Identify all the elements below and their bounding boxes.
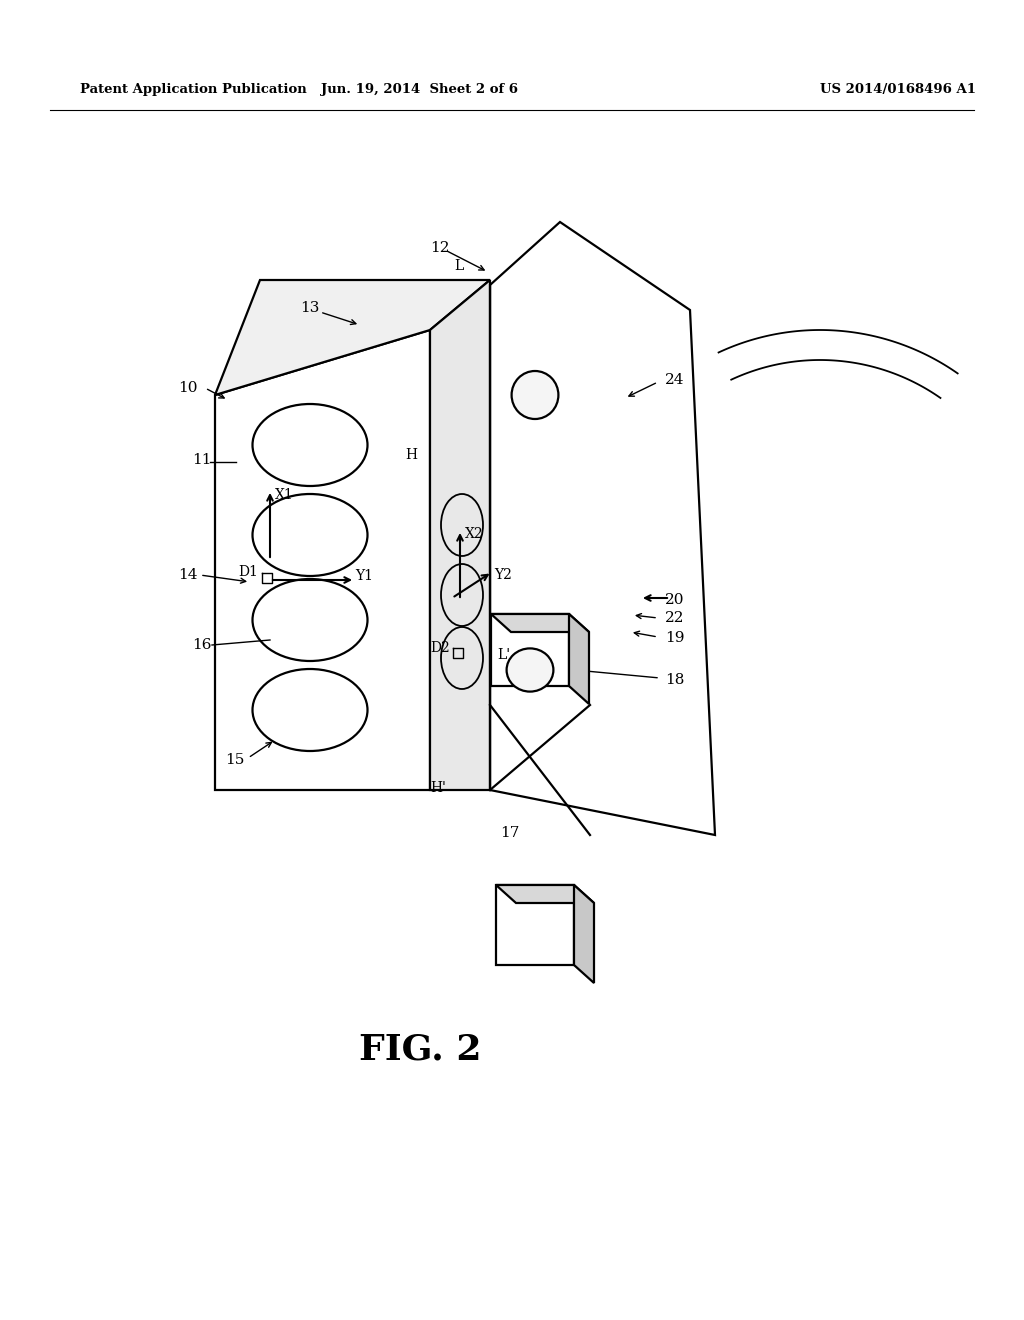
Polygon shape xyxy=(496,884,594,903)
Text: 17: 17 xyxy=(500,826,519,840)
Text: 10: 10 xyxy=(178,381,198,395)
Text: H': H' xyxy=(430,781,445,795)
Polygon shape xyxy=(215,280,490,395)
Text: H: H xyxy=(406,447,417,462)
Text: 12: 12 xyxy=(430,242,450,255)
Text: L: L xyxy=(454,259,463,273)
Text: 18: 18 xyxy=(665,673,684,686)
Polygon shape xyxy=(215,330,430,789)
Text: US 2014/0168496 A1: US 2014/0168496 A1 xyxy=(820,83,976,96)
Polygon shape xyxy=(496,884,574,965)
Text: Jun. 19, 2014  Sheet 2 of 6: Jun. 19, 2014 Sheet 2 of 6 xyxy=(322,83,518,96)
Polygon shape xyxy=(490,222,715,836)
Text: 13: 13 xyxy=(300,301,319,315)
Polygon shape xyxy=(569,614,589,704)
Text: 24: 24 xyxy=(665,374,684,387)
Polygon shape xyxy=(490,614,569,686)
Text: Y1: Y1 xyxy=(355,569,373,583)
Text: Y2: Y2 xyxy=(494,568,512,582)
Polygon shape xyxy=(490,614,589,632)
Text: D2: D2 xyxy=(430,642,450,655)
Polygon shape xyxy=(430,280,490,789)
Text: X2: X2 xyxy=(465,527,483,541)
Text: X1: X1 xyxy=(275,488,294,502)
Text: 16: 16 xyxy=(193,638,212,652)
Ellipse shape xyxy=(507,648,553,692)
Text: 14: 14 xyxy=(178,568,198,582)
Text: 22: 22 xyxy=(665,611,684,624)
Text: 11: 11 xyxy=(193,453,212,467)
Polygon shape xyxy=(574,884,594,983)
Text: L': L' xyxy=(497,648,510,663)
Text: FIG. 2: FIG. 2 xyxy=(358,1034,481,1067)
Text: D1: D1 xyxy=(238,565,258,579)
Text: Patent Application Publication: Patent Application Publication xyxy=(80,83,307,96)
Text: 19: 19 xyxy=(665,631,684,645)
Ellipse shape xyxy=(512,371,558,418)
Text: 20: 20 xyxy=(665,593,684,607)
Text: 15: 15 xyxy=(225,752,245,767)
